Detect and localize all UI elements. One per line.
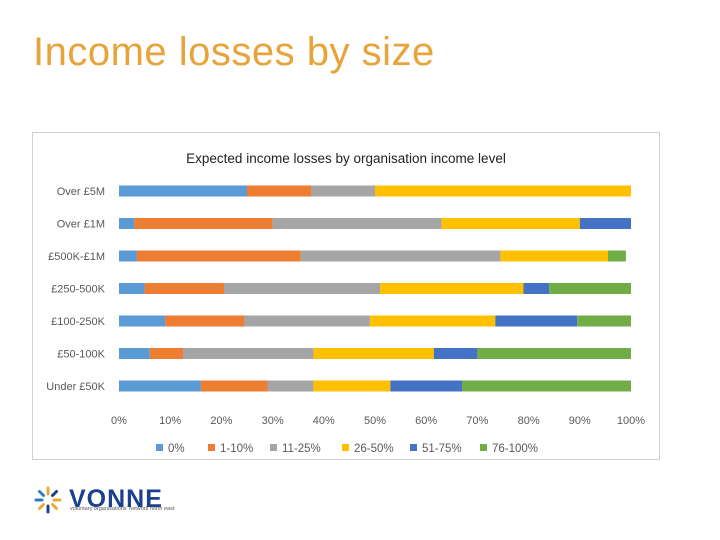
bar-segment xyxy=(462,380,631,392)
x-tick-label: 70% xyxy=(466,415,488,427)
bar-segment xyxy=(119,348,150,359)
bar-segment xyxy=(441,218,580,229)
bar-segment xyxy=(549,283,631,294)
legend-swatch xyxy=(208,444,215,451)
bar-segment xyxy=(300,250,501,262)
slide-title: Income losses by size xyxy=(33,30,435,74)
bar-segment xyxy=(390,380,463,392)
category-label: Over £1M xyxy=(57,219,105,231)
category-label: Over £5M xyxy=(57,186,105,198)
legend-label: 51-75% xyxy=(422,443,462,455)
bar-segment xyxy=(433,348,478,359)
bar-segment xyxy=(380,283,524,294)
bar-segment xyxy=(495,315,578,327)
logo-tagline: voluntary organisations' network north e… xyxy=(70,506,175,512)
x-tick-label: 10% xyxy=(159,415,181,427)
bar-segment xyxy=(119,315,166,327)
legend-swatch xyxy=(156,444,163,451)
category-label: £250-500K xyxy=(51,284,105,296)
bar-segment xyxy=(272,218,442,229)
bar-segment xyxy=(500,250,608,262)
bar-segment xyxy=(149,348,183,359)
bar-segment xyxy=(244,315,370,327)
x-tick-label: 90% xyxy=(569,415,591,427)
bar-segment xyxy=(579,218,631,229)
bar-segment xyxy=(165,315,245,327)
legend-label: 1-10% xyxy=(220,443,253,455)
legend-swatch xyxy=(270,444,277,451)
bar-segment xyxy=(523,283,550,294)
bar-segment xyxy=(119,218,135,229)
legend-label: 0% xyxy=(168,443,185,455)
bar-segment xyxy=(247,185,311,197)
vonne-star-icon xyxy=(34,486,62,514)
x-tick-label: 80% xyxy=(518,415,540,427)
x-tick-label: 100% xyxy=(617,415,645,427)
bar-segment xyxy=(144,283,224,294)
x-tick-label: 30% xyxy=(262,415,284,427)
chart-title: Expected income losses by organisation i… xyxy=(186,151,506,166)
bar-segment xyxy=(119,283,145,294)
legend-swatch xyxy=(480,444,487,451)
bar-segment xyxy=(313,380,391,392)
x-tick-label: 20% xyxy=(210,415,232,427)
category-label: £100-250K xyxy=(51,316,105,328)
bar-segment xyxy=(313,348,434,359)
bar-segment xyxy=(183,348,314,359)
bar-segment xyxy=(577,315,631,327)
x-tick-label: 40% xyxy=(313,415,335,427)
bar-segment xyxy=(119,250,137,262)
bar-segment xyxy=(369,315,496,327)
legend-label: 26-50% xyxy=(354,443,394,455)
x-tick-label: 50% xyxy=(364,415,386,427)
legend-label: 76-100% xyxy=(492,443,538,455)
legend-swatch xyxy=(342,444,349,451)
legend-swatch xyxy=(410,444,417,451)
stacked-bar-chart: Expected income losses by organisation i… xyxy=(46,151,645,455)
bar-segment xyxy=(607,250,626,262)
bar-segment xyxy=(477,348,631,359)
bar-segment xyxy=(119,185,247,197)
legend-label: 11-25% xyxy=(282,443,321,455)
category-label: £50-100K xyxy=(57,349,105,361)
bar-segment xyxy=(311,185,375,197)
vonne-logo: VONNE voluntary organisations' network n… xyxy=(33,485,193,517)
bar-segment xyxy=(200,380,268,392)
category-label: Under £50K xyxy=(46,381,105,393)
bar-segment xyxy=(267,380,314,392)
category-label: £500K-£1M xyxy=(48,251,105,263)
x-tick-label: 0% xyxy=(111,415,127,427)
bar-segment xyxy=(375,185,631,197)
chart-frame: Expected income losses by organisation i… xyxy=(32,132,660,460)
x-tick-label: 60% xyxy=(415,415,437,427)
bar-segment xyxy=(119,380,201,392)
logo-wordmark: VONNE xyxy=(69,485,163,513)
bar-segment xyxy=(136,250,301,262)
bar-segment xyxy=(134,218,273,229)
bar-segment xyxy=(223,283,381,294)
